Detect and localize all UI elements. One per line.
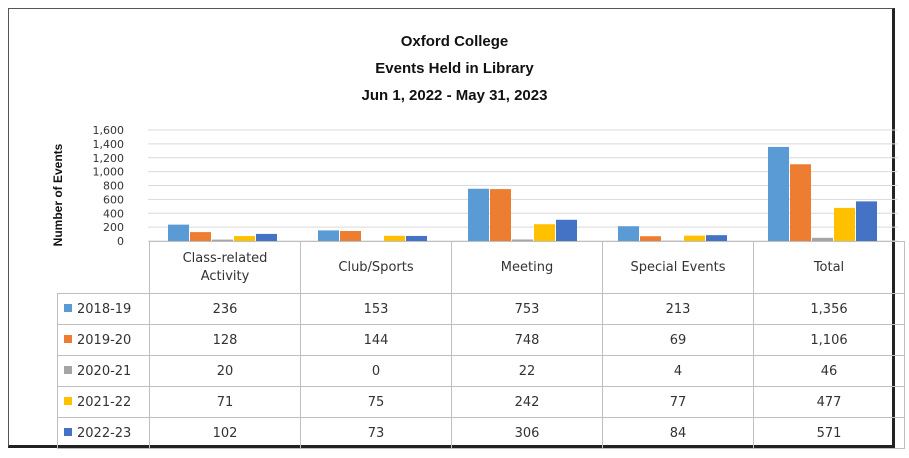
data-label: 128 xyxy=(149,324,301,356)
category-label: Total xyxy=(813,259,845,275)
category-label: Meeting xyxy=(500,259,554,275)
y-tick-label: 400 xyxy=(103,207,124,220)
bar-2019-20-4 xyxy=(640,236,661,241)
series-name: 2019-20 xyxy=(77,332,132,348)
y-tick-label: 600 xyxy=(103,193,124,206)
category-header: Class-related Activity xyxy=(149,241,301,294)
bar-2019-20-2 xyxy=(340,231,361,241)
bar-2021-22-4 xyxy=(684,235,705,241)
data-label: 71 xyxy=(149,386,301,418)
bar-2018-19-4 xyxy=(618,226,639,241)
bar-2018-19-1 xyxy=(168,224,189,241)
y-axis-label: Number of Events xyxy=(51,143,65,246)
data-label: 1,356 xyxy=(753,293,905,325)
data-label: 753 xyxy=(451,293,603,325)
bar-2021-22-1 xyxy=(234,236,255,241)
bar-2022-23-5 xyxy=(856,201,877,241)
data-label: 571 xyxy=(753,417,905,449)
bar-2022-23-1 xyxy=(256,233,277,241)
legend-swatch xyxy=(64,397,72,405)
data-label: 22 xyxy=(451,355,603,387)
data-label: 1,106 xyxy=(753,324,905,356)
data-label: 748 xyxy=(451,324,603,356)
legend-swatch xyxy=(64,304,72,312)
legend-swatch xyxy=(64,366,72,374)
bar-2019-20-3 xyxy=(490,189,511,241)
data-label: 102 xyxy=(149,417,301,449)
table-row: 2022-23 102 73 306 84 571 xyxy=(57,417,905,449)
data-label: 0 xyxy=(300,355,452,387)
chart-date-range: Jun 1, 2022 - May 31, 2023 xyxy=(361,87,548,104)
data-label: 144 xyxy=(300,324,452,356)
data-label: 153 xyxy=(300,293,452,325)
chart-title: Oxford College xyxy=(400,33,509,50)
table-row: 2019-20 128 144 748 69 1,106 xyxy=(57,324,905,356)
bar-2020-21-3 xyxy=(512,239,533,241)
y-tick-label: 800 xyxy=(103,180,124,193)
category-header: Meeting xyxy=(451,241,603,294)
series-legend-cell: 2018-19 xyxy=(57,293,150,325)
table-corner xyxy=(57,241,150,294)
table-row: 2018-19 236 153 753 213 1,356 xyxy=(57,293,905,325)
category-header: Special Events xyxy=(602,241,754,294)
category-label: Class-related Activity xyxy=(182,250,268,284)
table-header-row: Class-related Activity Club/Sports Meeting… xyxy=(57,241,905,294)
data-table: Class-related Activity Club/Sports Meeting… xyxy=(57,241,905,449)
y-tick-label: 200 xyxy=(103,221,124,234)
series-name: 2022-23 xyxy=(77,425,132,441)
y-tick-label: 1,600 xyxy=(93,124,125,137)
bar-2021-22-2 xyxy=(384,235,405,241)
legend-swatch xyxy=(64,428,72,436)
data-label: 242 xyxy=(451,386,603,418)
data-label: 75 xyxy=(300,386,452,418)
category-header: Total xyxy=(753,241,905,294)
data-label: 69 xyxy=(602,324,754,356)
data-label: 213 xyxy=(602,293,754,325)
bar-2018-19-2 xyxy=(318,230,339,241)
bar-2018-19-3 xyxy=(468,188,489,241)
bar-2022-23-4 xyxy=(706,235,727,241)
legend-swatch xyxy=(64,335,72,343)
table-row: 2021-22 71 75 242 77 477 xyxy=(57,386,905,418)
bar-2018-19-5 xyxy=(768,146,789,241)
series-legend-cell: 2020-21 xyxy=(57,355,150,387)
data-label: 4 xyxy=(602,355,754,387)
data-label: 236 xyxy=(149,293,301,325)
category-label: Special Events xyxy=(630,259,726,275)
bar-2021-22-5 xyxy=(834,207,855,241)
table-row: 2020-21 20 0 22 4 46 xyxy=(57,355,905,387)
bar-2020-21-1 xyxy=(212,239,233,241)
data-label: 20 xyxy=(149,355,301,387)
series-name: 2018-19 xyxy=(77,301,132,317)
y-tick-label: 1,400 xyxy=(93,138,125,151)
bar-2022-23-2 xyxy=(406,235,427,241)
bar-2022-23-3 xyxy=(556,219,577,241)
data-label: 477 xyxy=(753,386,905,418)
bar-2019-20-5 xyxy=(790,164,811,241)
data-label: 306 xyxy=(451,417,603,449)
series-legend-cell: 2019-20 xyxy=(57,324,150,356)
data-label: 73 xyxy=(300,417,452,449)
y-tick-label: 1,000 xyxy=(93,166,125,179)
category-header: Club/Sports xyxy=(300,241,452,294)
series-legend-cell: 2021-22 xyxy=(57,386,150,418)
series-legend-cell: 2022-23 xyxy=(57,417,150,449)
data-label: 84 xyxy=(602,417,754,449)
bar-2019-20-1 xyxy=(190,232,211,241)
bar-2021-22-3 xyxy=(534,224,555,241)
category-label: Club/Sports xyxy=(338,259,414,275)
chart-subtitle: Events Held in Library xyxy=(375,60,534,77)
y-tick-label: 1,200 xyxy=(93,152,125,165)
data-label: 77 xyxy=(602,386,754,418)
bar-2020-21-5 xyxy=(812,237,833,241)
series-name: 2020-21 xyxy=(77,363,132,379)
series-name: 2021-22 xyxy=(77,394,132,410)
data-label: 46 xyxy=(753,355,905,387)
